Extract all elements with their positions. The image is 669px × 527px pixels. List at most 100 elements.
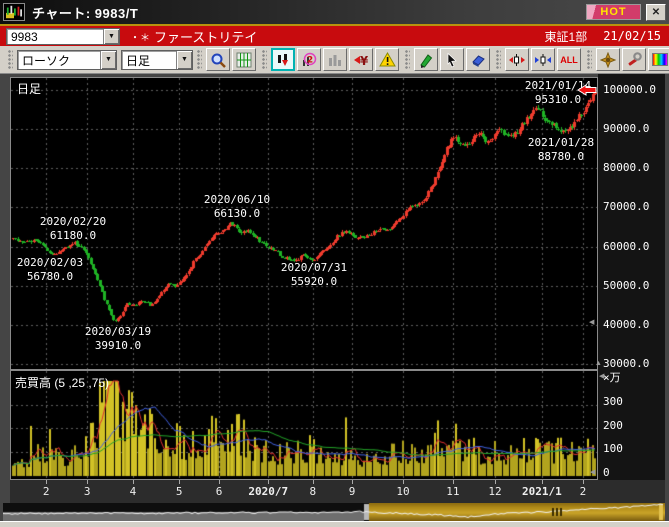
pen-icon bbox=[420, 53, 433, 68]
volume-axis-label: 0 bbox=[603, 465, 610, 479]
window-right-edge bbox=[665, 74, 669, 521]
date-tick bbox=[219, 480, 221, 484]
price-axis-label: 30000.0 bbox=[603, 356, 650, 370]
period-combobox[interactable]: 日足 ▼ bbox=[121, 49, 193, 70]
toolbar-grip[interactable] bbox=[262, 49, 267, 70]
pointer-button[interactable] bbox=[440, 48, 464, 71]
title-bar[interactable]: チャート: 9983/T HOT ✕ bbox=[0, 0, 669, 26]
eraser-button[interactable] bbox=[466, 48, 490, 71]
emblem-icon bbox=[600, 51, 616, 68]
alert-icon bbox=[378, 51, 396, 66]
date-tick bbox=[541, 480, 543, 484]
palette-icon bbox=[652, 53, 668, 66]
chart-area: 100000.0 90000.0 80000.0 70000.0 60000.0 5000… bbox=[0, 74, 669, 521]
price-axis-label: 70000.0 bbox=[603, 200, 650, 214]
date-tick bbox=[352, 480, 354, 484]
date-tick bbox=[582, 480, 584, 484]
pane-edge-marker-icon[interactable]: ◀ bbox=[599, 373, 605, 380]
eraser-icon bbox=[472, 54, 485, 67]
compare-two-button[interactable]: 2 bbox=[297, 48, 321, 71]
chart-annotation: 2020/02/20 61180.0 bbox=[39, 215, 107, 242]
volume-chart-canvas[interactable] bbox=[11, 371, 597, 479]
yen-back-button[interactable]: ¥ bbox=[349, 48, 373, 71]
chart-annotation: 2020/02/03 56780.0 bbox=[16, 256, 84, 283]
save-chart-button[interactable] bbox=[271, 48, 295, 71]
chart-toolbar: ローソク ▼ 日足 ▼ 2 ¥ bbox=[0, 46, 669, 74]
date-tick bbox=[46, 480, 48, 484]
zoom-icon bbox=[211, 53, 226, 68]
window-bottom-edge bbox=[0, 521, 669, 527]
zoom-button[interactable] bbox=[206, 48, 230, 71]
chart-annotation: 2020/07/31 55920.0 bbox=[280, 261, 348, 288]
pane-edge-marker-icon[interactable]: ▲ bbox=[595, 360, 602, 367]
candle-narrow-button[interactable] bbox=[531, 48, 555, 71]
chart-type-value[interactable]: ローソク bbox=[22, 53, 71, 68]
candle-narrow-icon bbox=[535, 53, 551, 66]
price-pane[interactable] bbox=[10, 77, 598, 370]
chevron-down-icon[interactable]: ▼ bbox=[176, 50, 192, 69]
save-chart-icon bbox=[278, 53, 288, 66]
toolbar-grip[interactable] bbox=[496, 49, 501, 70]
show-all-button[interactable]: ALL bbox=[557, 48, 581, 71]
pane-edge-marker-icon[interactable]: ◀ bbox=[590, 469, 596, 476]
price-chart-canvas[interactable] bbox=[11, 78, 597, 369]
date-axis: 2 3 4 5 6 2020/7 8 9 10 11 12 2021/1 2 bbox=[10, 480, 665, 503]
alert-button[interactable] bbox=[375, 48, 399, 71]
volume-axis-label: 300 bbox=[603, 395, 623, 408]
chevron-down-icon[interactable]: ▼ bbox=[100, 50, 116, 69]
svg-text:¥: ¥ bbox=[360, 54, 369, 68]
svg-text:2: 2 bbox=[307, 55, 313, 65]
window-title: チャート: 9983/T bbox=[32, 5, 139, 21]
chart-annotation: 2021/01/14 95310.0 bbox=[524, 79, 592, 106]
toolbar-grip[interactable] bbox=[587, 49, 592, 70]
toolbar-grip[interactable] bbox=[8, 49, 13, 70]
price-axis: 100000.0 90000.0 80000.0 70000.0 60000.0 5000… bbox=[598, 74, 665, 480]
date-axis-label: 10 bbox=[396, 485, 410, 498]
date-axis-label: 2 bbox=[579, 485, 587, 498]
pane-edge-marker-icon[interactable]: ◀ bbox=[589, 319, 595, 326]
quote-date-label: 21/02/15 bbox=[603, 29, 661, 43]
volume-pane[interactable] bbox=[10, 370, 598, 480]
draw-pen-button[interactable] bbox=[414, 48, 438, 71]
price-axis-label: 90000.0 bbox=[603, 122, 650, 136]
stock-code-value[interactable]: 9983 bbox=[11, 29, 38, 44]
date-axis-label: 11 bbox=[446, 485, 460, 498]
chart-annotation: 2020/03/19 39910.0 bbox=[84, 325, 152, 352]
stock-code-combobox[interactable]: 9983 ▼ bbox=[6, 27, 120, 45]
price-axis-label: 50000.0 bbox=[603, 278, 650, 292]
history-navigator-scrollbar[interactable] bbox=[3, 503, 665, 521]
date-tick bbox=[268, 480, 270, 484]
candle-widen-icon bbox=[509, 53, 525, 66]
date-axis-label: 5 bbox=[175, 485, 183, 498]
date-tick bbox=[132, 480, 134, 484]
close-button[interactable]: ✕ bbox=[646, 3, 666, 21]
tools-button[interactable] bbox=[622, 48, 646, 71]
hot-badge[interactable]: HOT bbox=[586, 4, 641, 20]
toolbar-grip[interactable] bbox=[197, 49, 202, 70]
volume-pane-label: 売買高 (5 ,25 ,75) bbox=[15, 376, 110, 390]
candle-widen-button[interactable] bbox=[505, 48, 529, 71]
navigator-canvas[interactable] bbox=[3, 503, 665, 521]
date-tick bbox=[312, 480, 314, 484]
compare-two-icon: 2 bbox=[303, 52, 317, 66]
chart-app-icon bbox=[3, 3, 25, 21]
grid-settings-button[interactable] bbox=[232, 48, 256, 71]
last-price-arrow-icon bbox=[577, 84, 597, 96]
quote-bar: 9983 ▼ ・＊ ファーストリテイ 東証1部 21/02/15 bbox=[0, 26, 669, 46]
chevron-down-icon[interactable]: ▼ bbox=[103, 28, 119, 44]
chart-type-combobox[interactable]: ローソク ▼ bbox=[17, 49, 117, 70]
date-tick bbox=[495, 480, 497, 484]
date-axis-label: 2020/7 bbox=[248, 485, 289, 498]
date-axis-label: 2021/1 bbox=[522, 485, 562, 498]
date-axis-label: 9 bbox=[348, 485, 356, 498]
emblem-button[interactable] bbox=[596, 48, 620, 71]
grid-icon bbox=[236, 52, 252, 67]
volume-axis-label: 200 bbox=[603, 418, 623, 432]
toolbar-grip[interactable] bbox=[405, 49, 410, 70]
period-value[interactable]: 日足 bbox=[126, 53, 151, 68]
date-axis-label: 4 bbox=[129, 485, 137, 498]
volume-unit-label: ×万 bbox=[603, 371, 621, 384]
date-axis-label: 3 bbox=[83, 485, 91, 498]
color-settings-button[interactable] bbox=[648, 48, 669, 71]
